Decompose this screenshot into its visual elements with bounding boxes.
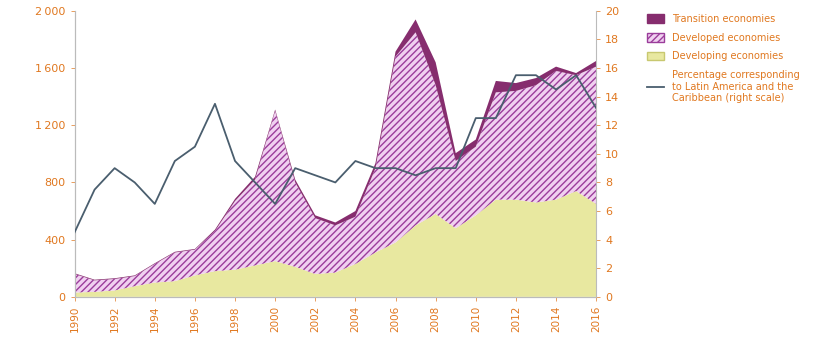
Legend: Transition economies, Developed economies, Developing economies, Percentage corr: Transition economies, Developed economie…: [642, 10, 802, 107]
